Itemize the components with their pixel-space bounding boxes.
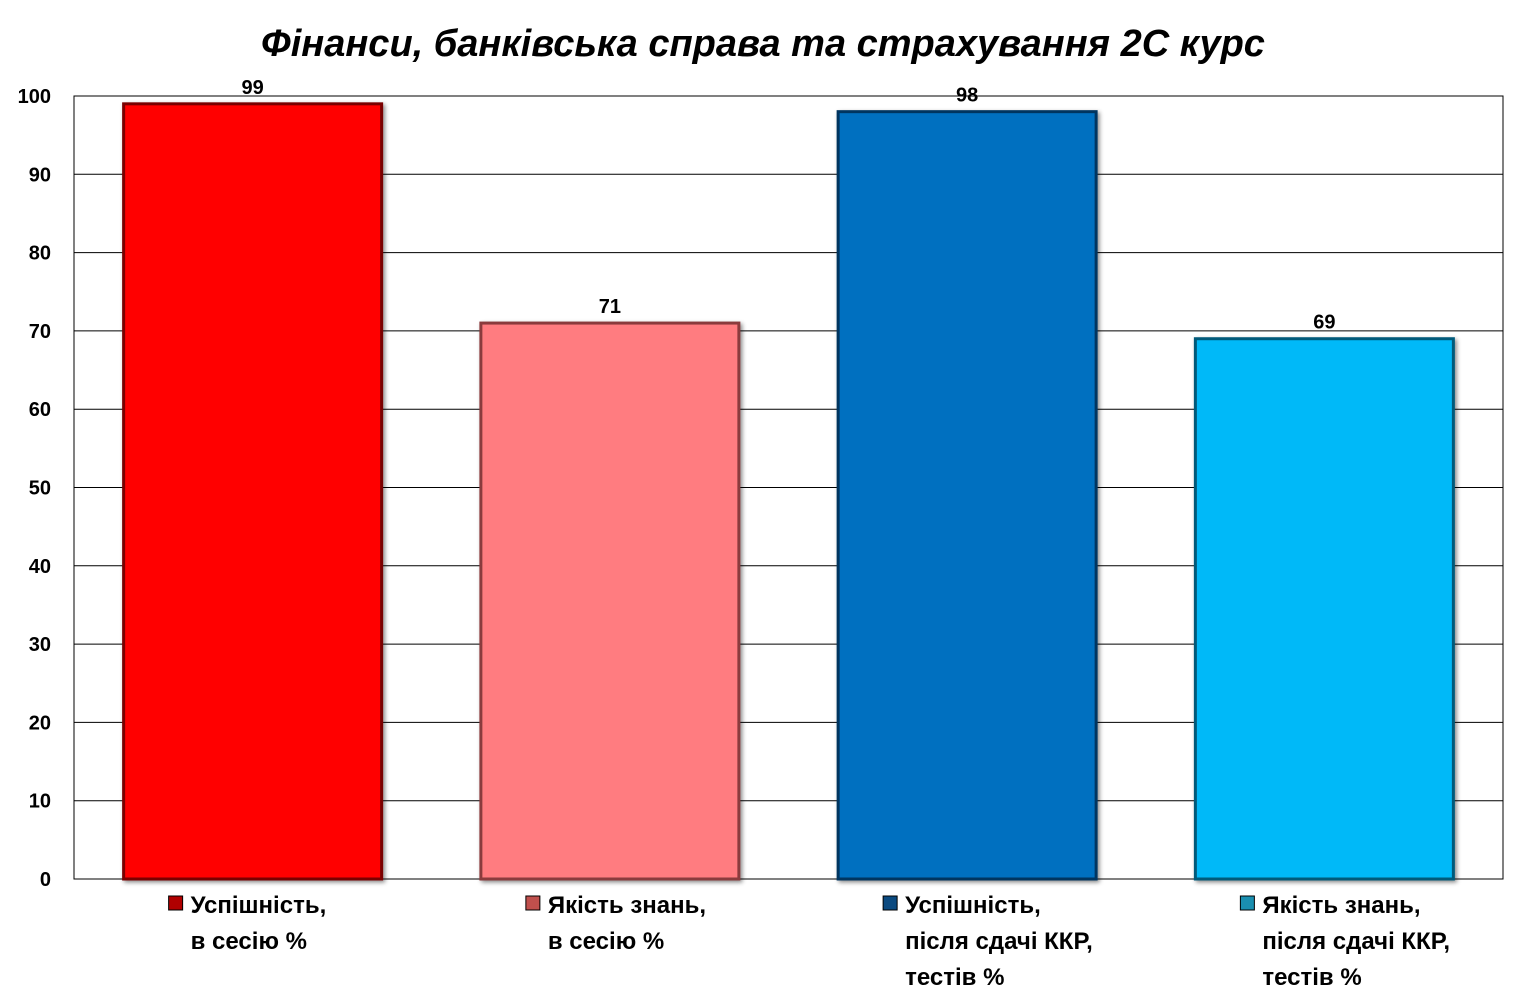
data-label: 69 [1313, 312, 1335, 334]
x-category-label-line: після сдачі ККР, [905, 928, 1093, 955]
data-label: 99 [242, 77, 264, 99]
x-category-label-line: Успішність, [191, 892, 327, 919]
x-category-label-line: Якість знань, [1262, 892, 1420, 919]
x-category-label-line: Якість знань, [548, 892, 706, 919]
y-tick-label: 0 [40, 869, 51, 891]
x-category-label: Якість знань, в сесію % [548, 892, 706, 955]
y-axis: 0 10 20 30 40 50 60 70 80 90 100 [18, 86, 51, 891]
x-category-label: Успішність, в сесію % [191, 892, 327, 955]
category-marker [1239, 895, 1255, 911]
bar [836, 110, 1098, 881]
data-label: 98 [956, 85, 978, 107]
data-label: 71 [599, 296, 621, 318]
chart-title: Фінанси, банківська справа та страхуванн… [261, 23, 1265, 65]
x-category-label-line: в сесію % [548, 928, 664, 955]
y-tick-label: 60 [29, 399, 51, 421]
x-category-label-line: після сдачі ККР, [1262, 928, 1450, 955]
bar [1193, 337, 1455, 881]
x-category-label: Якість знань, після сдачі ККР, тестів % [1262, 892, 1450, 991]
bar [122, 102, 384, 881]
y-tick-label: 100 [18, 86, 51, 108]
y-tick-label: 50 [29, 478, 51, 500]
y-tick-label: 30 [29, 634, 51, 656]
x-axis: Успішність, в сесію % Якість знань, в сесію… [168, 892, 1450, 991]
bar [479, 321, 741, 881]
x-category-label: Успішність, після сдачі ККР, тестів % [905, 892, 1093, 991]
bars [122, 102, 1455, 881]
y-tick-label: 10 [29, 791, 51, 813]
category-marker [525, 895, 541, 911]
y-tick-label: 90 [29, 164, 51, 186]
category-marker [882, 895, 898, 911]
y-tick-label: 70 [29, 321, 51, 343]
x-category-label-line: тестів % [905, 964, 1004, 991]
x-category-label-line: в сесію % [191, 928, 307, 955]
y-tick-label: 40 [29, 556, 51, 578]
x-category-label-line: Успішність, [905, 892, 1041, 919]
data-labels: 99 71 98 69 [242, 77, 1336, 334]
category-marker [168, 895, 184, 911]
x-category-label-line: тестів % [1262, 964, 1361, 991]
y-tick-label: 80 [29, 243, 51, 265]
y-tick-label: 20 [29, 712, 51, 734]
